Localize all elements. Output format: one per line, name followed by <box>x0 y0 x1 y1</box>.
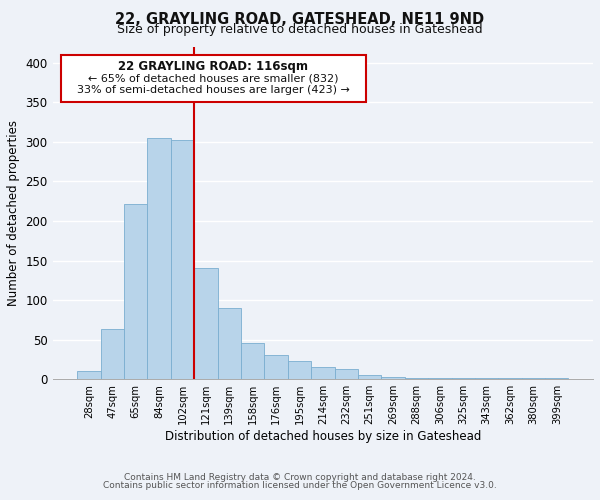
Bar <box>545 378 568 380</box>
Bar <box>101 328 124 380</box>
Bar <box>194 268 218 380</box>
Bar <box>335 369 358 380</box>
Bar <box>311 366 335 380</box>
Bar <box>358 376 382 380</box>
Bar <box>475 378 499 380</box>
Bar <box>382 377 405 380</box>
Text: 22 GRAYLING ROAD: 116sqm: 22 GRAYLING ROAD: 116sqm <box>118 60 308 73</box>
Bar <box>171 140 194 380</box>
Bar <box>405 378 428 380</box>
Bar <box>428 378 452 380</box>
Bar <box>124 204 148 380</box>
Bar <box>77 372 101 380</box>
Bar <box>452 378 475 380</box>
Text: 33% of semi-detached houses are larger (423) →: 33% of semi-detached houses are larger (… <box>77 85 350 95</box>
Text: 22, GRAYLING ROAD, GATESHEAD, NE11 9ND: 22, GRAYLING ROAD, GATESHEAD, NE11 9ND <box>115 12 485 28</box>
Bar <box>521 378 545 380</box>
Text: ← 65% of detached houses are smaller (832): ← 65% of detached houses are smaller (83… <box>88 74 338 84</box>
Bar <box>148 138 171 380</box>
Bar <box>218 308 241 380</box>
X-axis label: Distribution of detached houses by size in Gateshead: Distribution of detached houses by size … <box>164 430 481 443</box>
Bar <box>265 354 288 380</box>
Bar <box>241 343 265 380</box>
Text: Contains public sector information licensed under the Open Government Licence v3: Contains public sector information licen… <box>103 481 497 490</box>
Y-axis label: Number of detached properties: Number of detached properties <box>7 120 20 306</box>
Text: Size of property relative to detached houses in Gateshead: Size of property relative to detached ho… <box>117 22 483 36</box>
FancyBboxPatch shape <box>61 56 366 102</box>
Bar <box>288 361 311 380</box>
Bar <box>499 378 521 380</box>
Text: Contains HM Land Registry data © Crown copyright and database right 2024.: Contains HM Land Registry data © Crown c… <box>124 472 476 482</box>
